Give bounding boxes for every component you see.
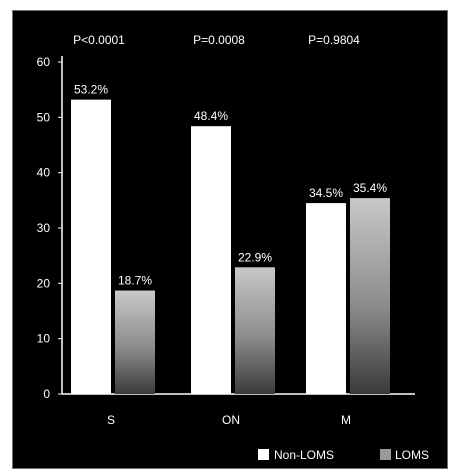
data-label: 18.7% — [118, 274, 152, 288]
bar-non-loms-s — [71, 99, 111, 395]
y-tick-label: 20 — [37, 276, 51, 290]
legend-label-loms: LOMS — [395, 448, 429, 462]
y-tick-label: 30 — [37, 221, 51, 235]
bar-non-loms-on — [191, 126, 231, 394]
x-tick-label-m: M — [341, 413, 351, 427]
y-tick-label: 10 — [37, 332, 51, 346]
x-tick-label-on: ON — [222, 413, 240, 427]
legend-swatch-non-loms — [258, 449, 269, 460]
bar-loms-on — [235, 267, 275, 394]
data-label: 22.9% — [238, 250, 272, 264]
x-tick-label-s: S — [107, 413, 115, 427]
data-label: 35.4% — [353, 181, 387, 195]
bar-loms-s — [115, 290, 155, 394]
y-tick-label: 60 — [37, 55, 51, 69]
y-tick-label: 0 — [43, 387, 50, 401]
data-label: 48.4% — [194, 109, 228, 123]
data-label: 53.2% — [74, 83, 108, 97]
legend-swatch-loms — [380, 449, 391, 460]
y-tick-label: 50 — [37, 110, 51, 124]
p-value-annotation: P<0.0001 — [73, 33, 125, 47]
bar-non-loms-m — [306, 203, 346, 394]
p-value-annotation: P=0.9804 — [308, 33, 360, 47]
legend-label-non-loms: Non-LOMS — [274, 448, 334, 462]
data-label: 34.5% — [309, 186, 343, 200]
y-tick-label: 40 — [37, 166, 51, 180]
p-value-annotation: P=0.0008 — [193, 33, 245, 47]
bar-loms-m — [350, 198, 390, 394]
